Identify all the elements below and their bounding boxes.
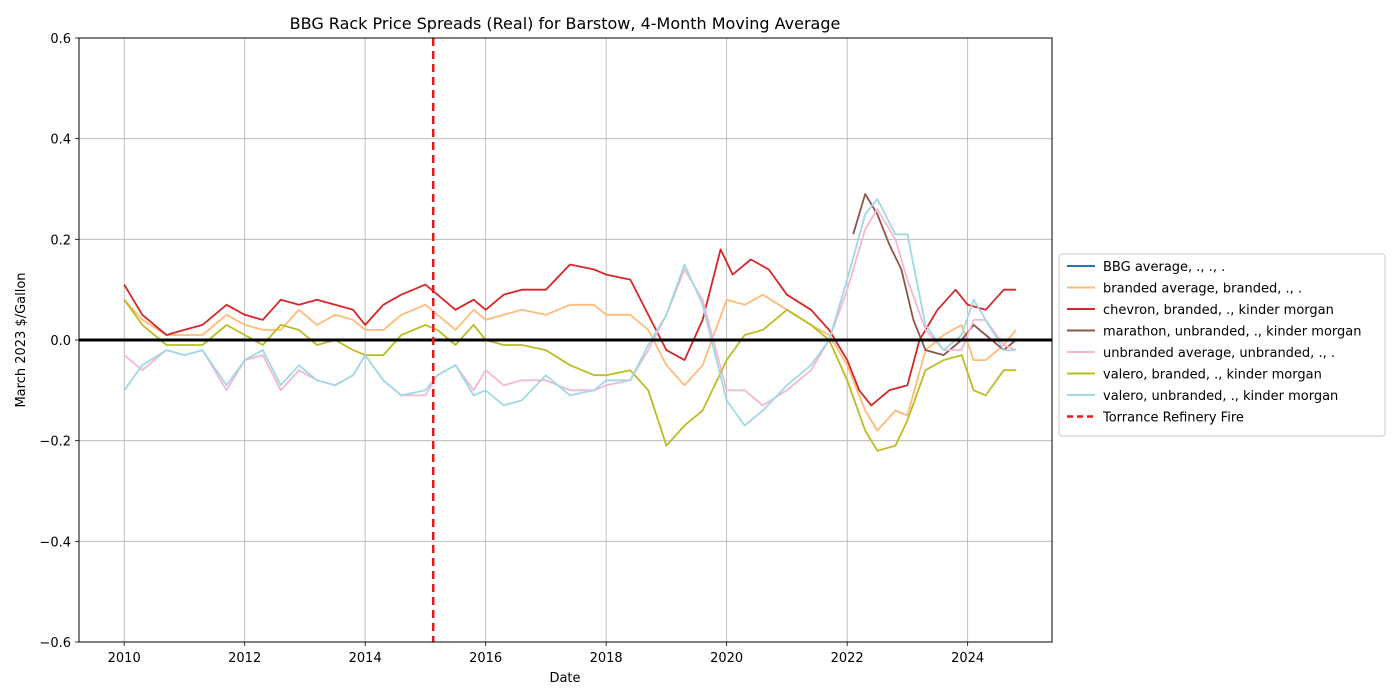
reference-lines	[79, 38, 1052, 642]
x-tick-label: 2022	[831, 651, 864, 666]
legend-label: chevron, branded, ., kinder morgan	[1103, 303, 1334, 318]
series-layer	[123, 193, 1017, 452]
x-tick-label: 2016	[469, 651, 502, 666]
y-tick-label: 0.2	[50, 233, 71, 248]
x-tick-label: 2012	[228, 651, 261, 666]
x-tick-label: 2020	[710, 651, 743, 666]
x-tick-label: 2024	[951, 651, 984, 666]
series-line-chevron-branded-kinder-morgan	[123, 248, 1016, 407]
y-axis-title: March 2023 $/Gallon	[14, 272, 29, 407]
x-axis-title: Date	[549, 671, 580, 686]
legend-label: marathon, unbranded, ., kinder morgan	[1103, 325, 1361, 340]
legend-label: valero, branded, ., kinder morgan	[1103, 368, 1322, 383]
y-tick-label: −0.6	[39, 636, 71, 651]
series-line-marathon-unbranded-kinder-morgan	[852, 193, 1017, 356]
series-line-valero-unbranded-kinder-morgan	[123, 198, 1016, 427]
series-line-unbranded-average-unbranded	[123, 208, 1017, 407]
series-line-valero-branded-kinder-morgan	[123, 299, 1016, 452]
x-tick-label: 2014	[349, 651, 382, 666]
legend-label: valero, unbranded, ., kinder morgan	[1103, 389, 1338, 404]
tick-layer: 2010 2012 2014 2016 2018 2020 2022 2024 −0.6 −0.4…	[39, 32, 984, 666]
legend-label: unbranded average, unbranded, ., .	[1103, 346, 1335, 361]
y-tick-label: 0.4	[50, 133, 71, 148]
legend-label: branded average, branded, ., .	[1103, 282, 1302, 297]
y-tick-label: 0.6	[50, 32, 71, 47]
y-tick-label: −0.2	[39, 435, 71, 450]
x-tick-label: 2018	[590, 651, 623, 666]
chart-title: BBG Rack Price Spreads (Real) for Barsto…	[290, 14, 841, 33]
y-tick-label: −0.4	[39, 535, 71, 550]
legend-label: Torrance Refinery Fire	[1102, 411, 1244, 426]
x-tick-label: 2010	[108, 651, 141, 666]
legend-box	[1058, 253, 1386, 437]
legend-label: BBG average, ., ., .	[1103, 260, 1225, 275]
y-tick-label: 0.0	[50, 334, 71, 349]
legend: BBG average, ., ., . branded average, bra…	[1058, 253, 1386, 437]
series-line-branded-average-branded	[123, 293, 1017, 432]
